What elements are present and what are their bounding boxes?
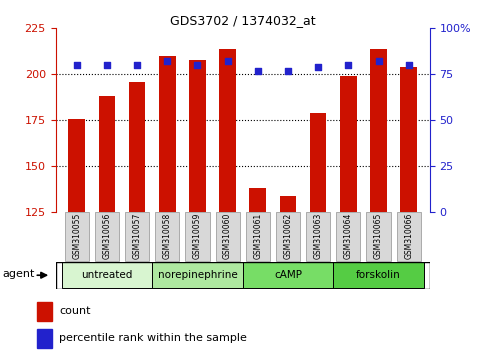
Text: GSM310059: GSM310059: [193, 213, 202, 259]
Text: GSM310057: GSM310057: [132, 213, 142, 259]
Bar: [189, 59, 206, 212]
Bar: [37, 329, 53, 348]
Point: [284, 68, 292, 74]
Text: count: count: [59, 306, 90, 316]
Text: percentile rank within the sample: percentile rank within the sample: [59, 333, 247, 343]
Bar: [99, 96, 115, 212]
FancyBboxPatch shape: [155, 212, 179, 261]
Text: GSM310062: GSM310062: [284, 213, 293, 259]
Text: norepinephrine: norepinephrine: [157, 270, 237, 280]
FancyBboxPatch shape: [367, 212, 391, 261]
Point: [163, 59, 171, 64]
Bar: [400, 67, 417, 212]
Point: [405, 62, 412, 68]
FancyBboxPatch shape: [65, 212, 89, 261]
Bar: [159, 56, 175, 212]
Point: [73, 62, 81, 68]
Bar: [37, 302, 53, 321]
Point: [224, 59, 231, 64]
Point: [254, 68, 262, 74]
Text: GSM310058: GSM310058: [163, 213, 172, 259]
Bar: [310, 113, 327, 212]
Bar: [129, 82, 145, 212]
Text: GSM310060: GSM310060: [223, 213, 232, 259]
Bar: [219, 48, 236, 212]
Text: GSM310056: GSM310056: [102, 213, 112, 259]
FancyBboxPatch shape: [243, 262, 333, 288]
Text: cAMP: cAMP: [274, 270, 302, 280]
Bar: [340, 76, 356, 212]
Text: GSM310066: GSM310066: [404, 213, 413, 259]
FancyBboxPatch shape: [246, 212, 270, 261]
Text: GSM310061: GSM310061: [253, 213, 262, 259]
Bar: [370, 48, 387, 212]
Bar: [280, 196, 296, 212]
Text: untreated: untreated: [81, 270, 132, 280]
Text: GSM310064: GSM310064: [344, 213, 353, 259]
Title: GDS3702 / 1374032_at: GDS3702 / 1374032_at: [170, 14, 315, 27]
FancyBboxPatch shape: [306, 212, 330, 261]
Text: GSM310055: GSM310055: [72, 213, 81, 259]
Point: [103, 62, 111, 68]
Text: GSM310065: GSM310065: [374, 213, 383, 259]
FancyBboxPatch shape: [152, 262, 243, 288]
FancyBboxPatch shape: [62, 262, 152, 288]
Text: agent: agent: [3, 269, 35, 279]
Point: [133, 62, 141, 68]
Bar: [69, 119, 85, 212]
Text: forskolin: forskolin: [356, 270, 401, 280]
Point: [375, 59, 383, 64]
FancyBboxPatch shape: [215, 212, 240, 261]
FancyBboxPatch shape: [336, 212, 360, 261]
FancyBboxPatch shape: [333, 262, 424, 288]
Point: [314, 64, 322, 70]
Text: GSM310063: GSM310063: [313, 213, 323, 259]
Point: [344, 62, 352, 68]
Point: [194, 62, 201, 68]
FancyBboxPatch shape: [397, 212, 421, 261]
Bar: [250, 188, 266, 212]
FancyBboxPatch shape: [125, 212, 149, 261]
FancyBboxPatch shape: [95, 212, 119, 261]
FancyBboxPatch shape: [276, 212, 300, 261]
FancyBboxPatch shape: [185, 212, 210, 261]
